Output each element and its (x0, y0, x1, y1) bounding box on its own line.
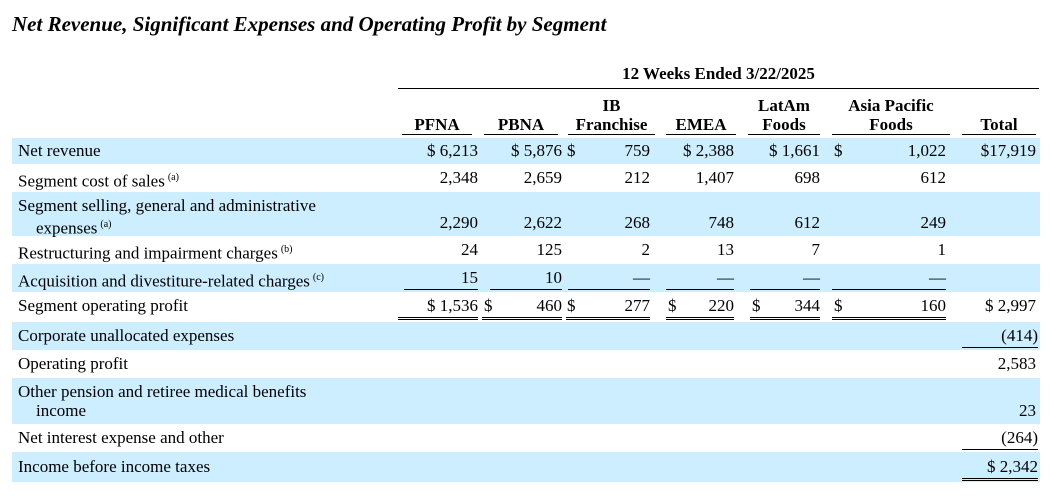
cell-latam: 612 (794, 213, 821, 232)
dollar-sign-ap: $ (834, 296, 843, 315)
row-label: Other pension and retiree medical benefi… (18, 382, 307, 420)
cell-asia-pacific: 160 (832, 296, 946, 320)
cell-total: $17,919 (980, 141, 1036, 160)
col-header-pbna: PBNA (480, 92, 562, 135)
cell-emea: 1,407 (695, 168, 734, 187)
cell-total: $ 2,997 (985, 296, 1036, 315)
cell-pbna: 2,659 (523, 168, 562, 187)
row-label: Net revenue (18, 141, 101, 160)
cell-total: (414) (962, 326, 1038, 348)
cell-pfna: 2,290 (439, 213, 478, 232)
col-header-asia-pacific-foods: Asia Pacific Foods (828, 92, 954, 135)
cell-total: 23 (1019, 401, 1036, 420)
table-row-net-revenue: Net revenue $ 6,213 $ 5,876 $ 759 $ 2,38… (12, 138, 1040, 164)
cell-emea: $ 2,388 (683, 141, 734, 160)
cell-total: (264) (962, 428, 1038, 450)
table-row-acquisition: Acquisition and divestiture-related char… (12, 264, 1040, 292)
cell-pfna: $ 6,213 (427, 141, 478, 160)
cell-emea: 13 (717, 240, 734, 259)
cell-pfna: $ 1,536 (398, 296, 478, 320)
row-label: Operating profit (18, 354, 128, 373)
cell-pbna: 125 (536, 240, 563, 259)
cell-latam: 7 (811, 240, 821, 259)
cell-emea: 748 (708, 213, 735, 232)
table-row-sga-expenses: Segment selling, general and administrat… (12, 192, 1040, 238)
table-row-cost-of-sales: Segment cost of sales (a) 2,348 2,659 212… (12, 164, 1040, 192)
row-label: Segment operating profit (18, 296, 188, 315)
dollar-sign-ib: $ (567, 141, 576, 160)
dollar-sign-ap: $ (834, 141, 843, 160)
cell-asia-pacific: 1,022 (907, 141, 946, 160)
cell-ib-franchise: 212 (624, 168, 651, 187)
cell-asia-pacific: — (832, 268, 946, 290)
cell-latam: 344 (750, 296, 820, 320)
cell-pbna: 10 (490, 268, 562, 290)
cell-pfna: 2,348 (439, 168, 478, 187)
period-header: 12 Weeks Ended 3/22/2025 (398, 64, 1039, 89)
table-row-net-interest: Net interest expense and other (264) (12, 424, 1040, 452)
cell-total: 2,583 (997, 354, 1036, 373)
dollar-sign-ib: $ (567, 296, 576, 315)
dollar-sign-pbna: $ (484, 296, 493, 315)
row-label: Restructuring and impairment charges (b) (18, 243, 293, 263)
row-label: Acquisition and divestiture-related char… (18, 271, 325, 291)
cell-pbna: 460 (482, 296, 562, 320)
row-label: Net interest expense and other (18, 428, 224, 447)
row-label: Income before income taxes (18, 457, 211, 476)
cell-pbna: 2,622 (523, 213, 562, 232)
cell-ib-franchise: 277 (566, 296, 650, 320)
col-header-emea: EMEA (662, 92, 740, 135)
table-row-corporate-unallocated: Corporate unallocated expenses (414) (12, 322, 1040, 350)
dollar-sign-latam: $ (752, 296, 761, 315)
col-header-total: Total (958, 92, 1040, 135)
cell-asia-pacific: 249 (920, 213, 947, 232)
row-label: Segment cost of sales (a) (18, 171, 179, 191)
cell-pfna: 15 (404, 268, 478, 290)
cell-pfna: 24 (461, 240, 478, 259)
cell-emea: 220 (666, 296, 734, 320)
cell-latam: 698 (794, 168, 821, 187)
col-header-pfna: PFNA (398, 92, 476, 135)
cell-latam: — (750, 268, 820, 290)
table-row-segment-operating-profit: Segment operating profit $ 1,536 $ 460 $… (12, 292, 1040, 322)
cell-ib-franchise: 2 (641, 240, 651, 259)
row-label: Corporate unallocated expenses (18, 326, 235, 345)
table-row-other-pension: Other pension and retiree medical benefi… (12, 378, 1040, 424)
row-label: Segment selling, general and administrat… (18, 196, 316, 238)
cell-ib-franchise: 268 (624, 213, 651, 232)
table-row-income-before-taxes: Income before income taxes $ 2,342 (12, 452, 1040, 482)
cell-latam: $ 1,661 (769, 141, 820, 160)
cell-asia-pacific: 612 (920, 168, 947, 187)
cell-ib-franchise: — (568, 268, 650, 290)
table-row-restructuring: Restructuring and impairment charges (b) … (12, 236, 1040, 264)
dollar-sign-emea: $ (668, 296, 677, 315)
cell-total: $ 2,342 (962, 457, 1038, 481)
cell-emea: — (666, 268, 734, 290)
cell-asia-pacific: 1 (937, 240, 947, 259)
cell-pbna: $ 5,876 (511, 141, 562, 160)
col-header-ib-franchise: IB Franchise (564, 92, 659, 135)
table-row-operating-profit: Operating profit 2,583 (12, 350, 1040, 378)
report-title: Net Revenue, Significant Expenses and Op… (12, 12, 607, 36)
cell-ib-franchise: 759 (624, 141, 651, 160)
col-header-latam-foods: LatAm Foods (744, 92, 824, 135)
